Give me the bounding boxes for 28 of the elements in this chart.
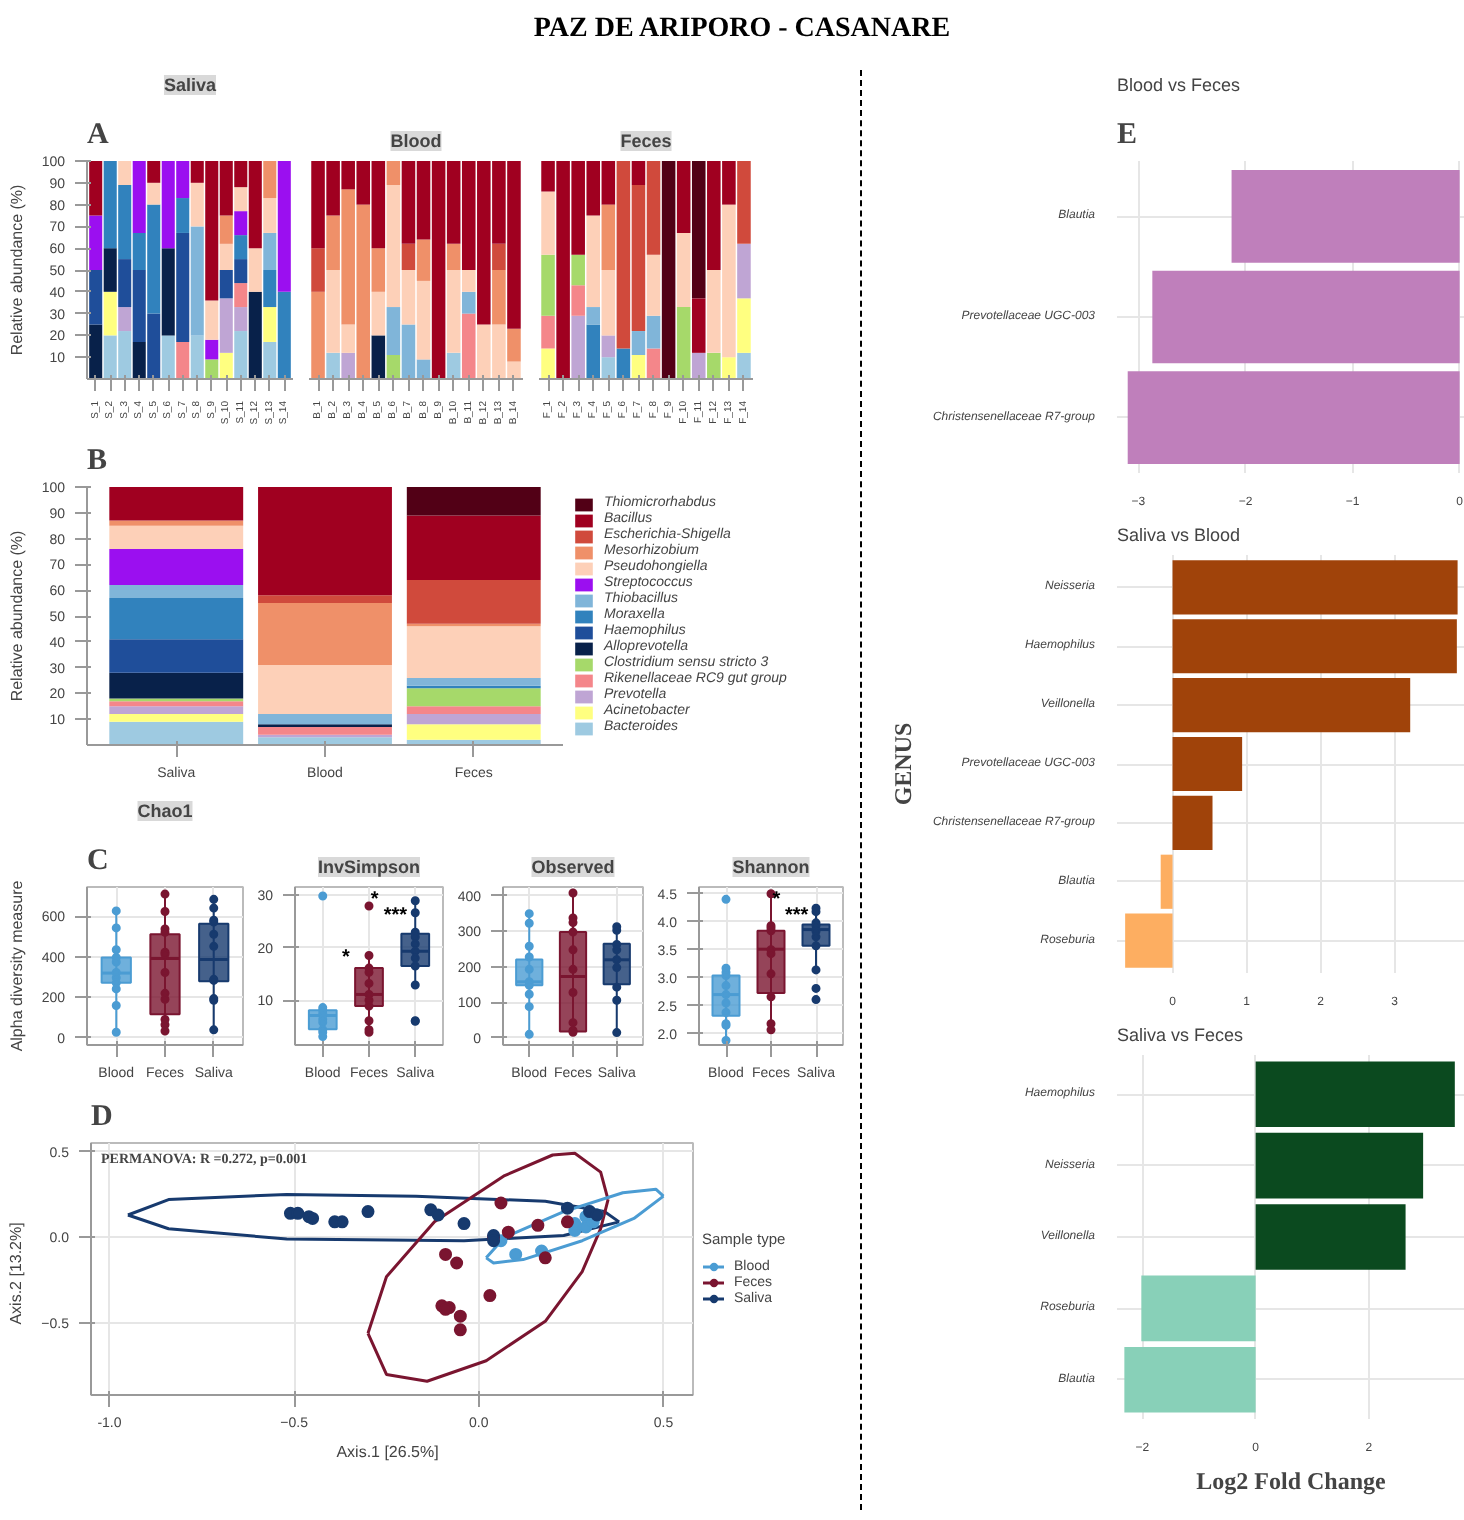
y-axis-title: Relative abundance (%) — [7, 183, 26, 356]
annotation: * — [370, 889, 379, 911]
text: B — [87, 445, 108, 477]
x-axis-title: Log2 Fold Change — [1196, 1467, 1388, 1495]
y-axis-title: Relative abundance (%) — [7, 529, 26, 702]
text: A — [87, 119, 109, 151]
chart-title: Observed — [531, 857, 615, 877]
y-axis-title: GENUS — [888, 722, 917, 806]
chart-title: Blood — [390, 131, 442, 151]
y-axis-title: Alpha diversity measure — [7, 879, 26, 1052]
chart-title: Saliva vs Feces — [1117, 1025, 1245, 1045]
y-axis-title: Axis.2 [13.2%] — [7, 1222, 26, 1325]
chart-title: Shannon — [732, 857, 810, 877]
annotation: * — [341, 947, 350, 970]
text: E — [1117, 119, 1138, 151]
x-axis-title: Axis.1 [26.5%] — [336, 1443, 439, 1461]
text: PAZ DE ARIPORO - CASANARE — [533, 12, 951, 48]
chart-title: Saliva — [163, 75, 219, 95]
chart-title: InvSimpson — [317, 857, 421, 877]
chart-title: Blood vs Feces — [1117, 75, 1242, 95]
chart-title: Chao1 — [137, 801, 193, 821]
text: D — [91, 1101, 113, 1133]
annotation: *** — [784, 905, 809, 927]
text: C — [87, 845, 109, 877]
annotation: *** — [383, 905, 408, 927]
chart-title: Saliva vs Blood — [1117, 525, 1241, 545]
chart-title: Feces — [620, 131, 672, 151]
annotation: * — [772, 889, 781, 911]
